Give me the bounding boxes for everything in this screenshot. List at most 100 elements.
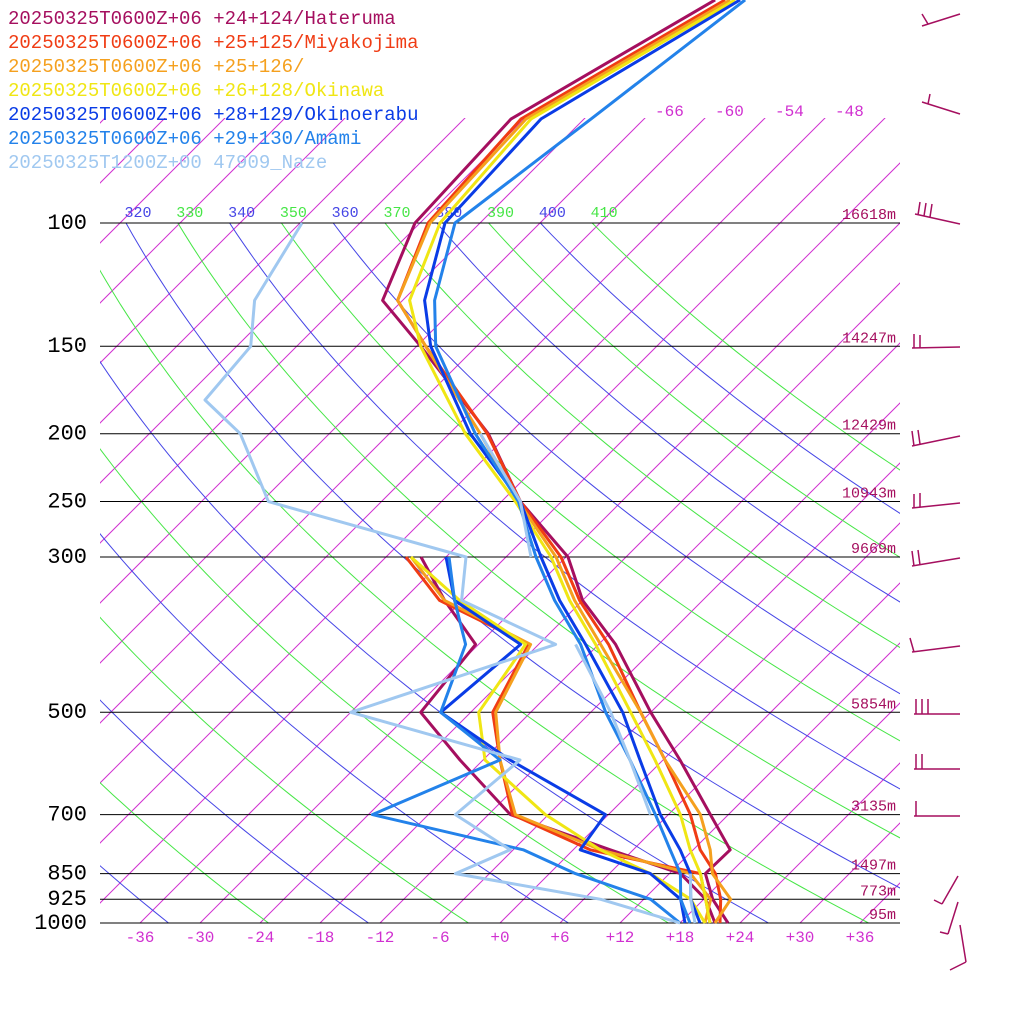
isotherm — [100, 118, 646, 664]
isentrope — [100, 269, 869, 923]
legend-entry: 20250325T0600Z+06 +29+130/Amami — [8, 128, 361, 150]
isotherm — [100, 118, 406, 424]
x-tick-label: +0 — [490, 929, 509, 947]
wind-barbs — [909, 13, 967, 971]
pressure-label: 300 — [47, 545, 87, 570]
isentrope — [100, 448, 669, 923]
temperature-line — [396, 0, 726, 924]
legend-entry: 20250325T0600Z+06 +25+126/ — [8, 56, 304, 78]
isentrope-label: 390 — [487, 205, 514, 222]
height-label: 1497m — [851, 858, 896, 875]
pressure-label: 1000 — [34, 911, 87, 936]
isentrope — [177, 223, 900, 839]
isotherm — [100, 118, 766, 784]
dewpoint-line — [410, 555, 707, 924]
wind-barb — [914, 754, 960, 770]
isotherm — [100, 118, 286, 304]
isentrope — [540, 223, 900, 514]
legend-entry: 20250325T1200Z+00 47909_Naze — [8, 152, 327, 174]
isentropes — [100, 223, 900, 923]
isotherm — [100, 118, 886, 904]
temperature-line — [408, 0, 736, 924]
isentrope-label: 400 — [539, 205, 566, 222]
pressure-label: 500 — [47, 700, 87, 725]
x-tick-label: +12 — [606, 929, 635, 947]
pressure-label: 850 — [47, 861, 87, 886]
temperature-line — [479, 432, 697, 924]
isotherm — [739, 762, 900, 923]
x-tick-label: +24 — [726, 929, 755, 947]
wind-barb — [933, 875, 959, 905]
isotherm-label: -66 — [655, 103, 684, 121]
dewpoint-line — [439, 556, 687, 924]
isentrope-label: 360 — [332, 205, 359, 222]
wind-barb — [911, 429, 961, 447]
pressure-label: 150 — [47, 334, 87, 359]
height-label: 773m — [860, 883, 896, 900]
isentrope — [591, 223, 900, 471]
isotherm — [100, 118, 706, 724]
height-label: 16618m — [842, 207, 896, 224]
height-label: 12429m — [842, 418, 896, 435]
isentrope-label: 340 — [228, 205, 255, 222]
wind-barb — [911, 334, 961, 349]
x-tick-label: +30 — [786, 929, 815, 947]
isentrope-label: 410 — [591, 205, 618, 222]
x-tick-label: -18 — [306, 929, 335, 947]
wind-barb — [921, 13, 961, 27]
x-tick-label: -6 — [430, 929, 449, 947]
wind-barb — [939, 901, 959, 935]
temperature-line — [433, 0, 747, 924]
x-tick-label: -30 — [186, 929, 215, 947]
isotherm-label: -54 — [775, 103, 804, 121]
isentrope — [100, 360, 769, 923]
isotherm — [499, 522, 900, 923]
pressure-label: 100 — [47, 211, 87, 236]
isotherm — [559, 582, 900, 923]
dewpoint-line — [203, 222, 681, 925]
temperature-line — [396, 0, 733, 924]
isentrope — [229, 223, 900, 790]
isotherm-label: -48 — [835, 103, 864, 121]
legend-entry: 20250325T0600Z+06 +25+125/Miyakojima — [8, 32, 418, 54]
wind-barb — [909, 637, 961, 653]
isotherm — [619, 642, 900, 923]
isentrope-label: 330 — [176, 205, 203, 222]
legend-entry: 20250325T0600Z+06 +24+124/Hateruma — [8, 8, 396, 30]
height-label: 14247m — [842, 330, 896, 347]
isotherm — [100, 118, 526, 544]
isotherm — [139, 162, 900, 923]
isentrope-label: 350 — [280, 205, 307, 222]
height-label: 5854m — [851, 696, 896, 713]
legend-entry: 20250325T0600Z+06 +28+129/Okinoerabu — [8, 104, 418, 126]
pressure-label: 700 — [47, 802, 87, 827]
isentrope — [436, 223, 900, 603]
isotherm-label: -60 — [715, 103, 744, 121]
wind-barb — [914, 801, 960, 817]
isotherm — [259, 282, 900, 923]
wind-barb — [914, 201, 961, 225]
isentrope — [384, 223, 900, 649]
isotherm — [199, 222, 900, 923]
isentrope-label: 370 — [383, 205, 410, 222]
temperature-line — [423, 0, 741, 924]
isotherm — [100, 118, 226, 244]
isentrope-label: 320 — [124, 205, 151, 222]
wind-barb — [921, 93, 961, 115]
isotherm — [920, 110, 1024, 923]
dewpoint-line — [370, 556, 681, 925]
isentrope — [100, 782, 269, 923]
x-tick-label: -24 — [246, 929, 275, 947]
isotherm — [439, 462, 900, 923]
background-lines: 320 330 340 350 360 370 380 390 400 410-66 -60 -54-… — [34, 103, 1024, 947]
isentrope — [100, 699, 369, 923]
pressure-label: 925 — [47, 887, 87, 912]
isotherm — [100, 118, 466, 484]
wind-barb — [911, 493, 961, 509]
isentrope — [332, 223, 900, 695]
height-label: 95m — [869, 907, 896, 924]
plot: 20250325T0600Z+06 +24+124/Hateruma202503… — [8, 0, 747, 925]
isentrope — [488, 223, 900, 558]
isotherm — [980, 110, 1024, 923]
